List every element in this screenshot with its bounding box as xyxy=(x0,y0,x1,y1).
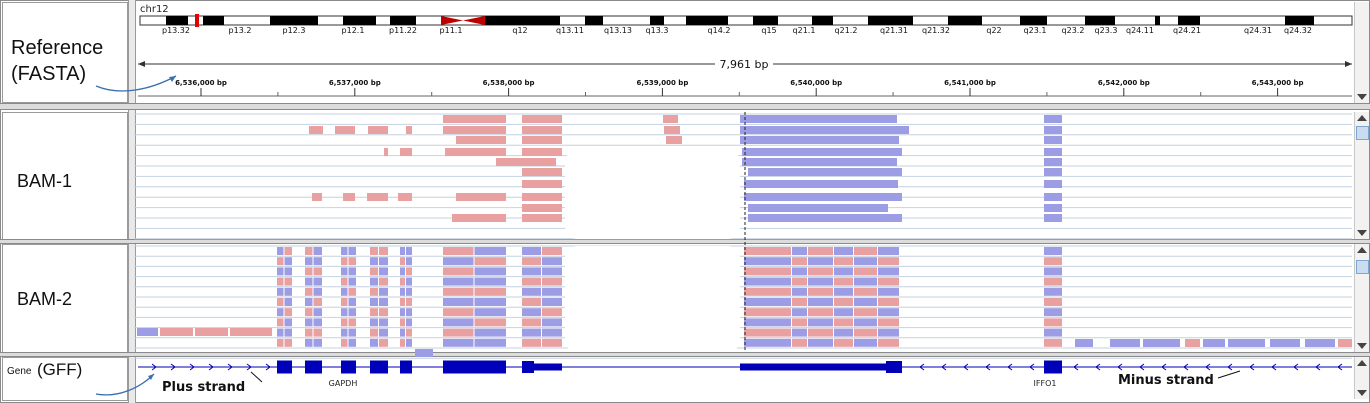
scroll-down-icon[interactable] xyxy=(1357,390,1367,396)
scroll-up-icon[interactable] xyxy=(1357,115,1367,121)
scroll-thumb[interactable] xyxy=(1356,260,1369,274)
reference-label: Reference xyxy=(11,37,104,59)
scroll-down-icon[interactable] xyxy=(1357,94,1367,100)
bam1-scrollbar[interactable] xyxy=(1354,112,1369,239)
scroll-down-icon[interactable] xyxy=(1357,343,1367,349)
scroll-thumb[interactable] xyxy=(1356,126,1369,140)
reference-scrollbar[interactable] xyxy=(1354,2,1369,103)
gene-label: (GFF) xyxy=(37,360,83,379)
bam2-label-panel: BAM-2 xyxy=(2,244,128,354)
bam2-scrollbar[interactable] xyxy=(1354,244,1369,352)
gene-label-panel: Gene (GFF) xyxy=(2,357,128,401)
scroll-up-icon[interactable] xyxy=(1357,247,1367,253)
bam2-label: BAM-2 xyxy=(17,289,73,309)
bam1-label-panel: BAM-1 xyxy=(2,112,128,241)
feature-divider[interactable] xyxy=(0,352,1370,357)
gene-scrollbar[interactable] xyxy=(1354,357,1369,399)
bam1-label: BAM-1 xyxy=(17,171,73,191)
reference-label-panel: Reference (FASTA) xyxy=(2,2,128,103)
reference-sublabel: (FASTA) xyxy=(11,63,87,85)
scroll-down-icon[interactable] xyxy=(1357,230,1367,236)
panel-divider[interactable] xyxy=(128,0,136,403)
gene-prefix-label: Gene xyxy=(7,366,32,377)
header-divider[interactable] xyxy=(0,103,1370,110)
scroll-up-icon[interactable] xyxy=(1357,360,1367,366)
bam-divider[interactable] xyxy=(0,239,1370,244)
